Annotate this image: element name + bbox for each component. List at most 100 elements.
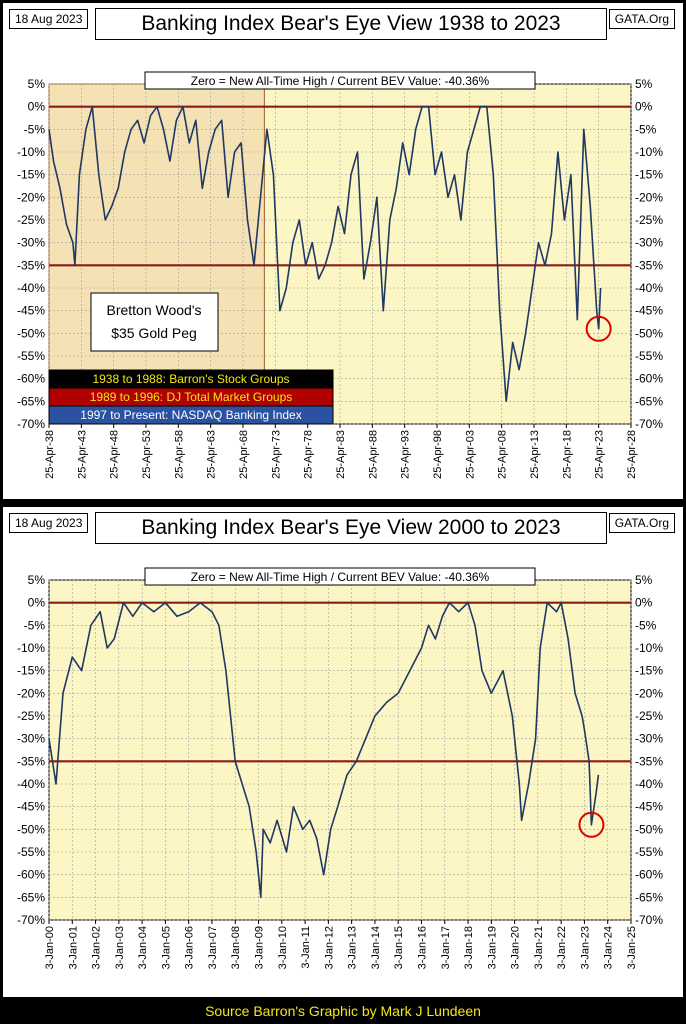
x-tick-label: 3-Jan-14 bbox=[370, 926, 382, 969]
x-tick-label: 25-Apr-38 bbox=[44, 430, 56, 479]
x-tick-label: 25-Apr-63 bbox=[206, 430, 218, 479]
bev-series-line bbox=[48, 105, 602, 403]
x-tick-label: 3-Jan-06 bbox=[184, 926, 196, 969]
y-tick-label-left: -35% bbox=[17, 754, 45, 768]
y-tick-label-right: -15% bbox=[635, 168, 663, 182]
y-tick-label-right: -60% bbox=[635, 372, 663, 386]
x-tick-label: 25-Apr-28 bbox=[626, 430, 638, 479]
y-tick-label-left: -40% bbox=[17, 281, 45, 295]
y-tick-label-right: -55% bbox=[635, 845, 663, 859]
x-tick-label: 3-Jan-07 bbox=[207, 926, 219, 969]
y-tick-label-right: -60% bbox=[635, 868, 663, 882]
y-tick-label-left: -10% bbox=[17, 641, 45, 655]
y-tick-label-left: -30% bbox=[17, 236, 45, 250]
y-tick-label-right: -45% bbox=[635, 304, 663, 318]
x-tick-label: 25-Apr-23 bbox=[594, 430, 606, 479]
y-tick-label-right: -40% bbox=[635, 281, 663, 295]
chart-panel-1938: 18 Aug 2023 Banking Index Bear's Eye Vie… bbox=[3, 3, 683, 499]
x-tick-label: 3-Jan-20 bbox=[510, 926, 522, 969]
chart-panel-2000: 18 Aug 2023 Banking Index Bear's Eye Vie… bbox=[3, 507, 683, 997]
x-tick-label: 3-Jan-11 bbox=[300, 926, 312, 969]
y-tick-label-left: -60% bbox=[17, 868, 45, 882]
x-tick-label: 25-Apr-93 bbox=[400, 430, 412, 479]
y-tick-label-left: -65% bbox=[17, 890, 45, 904]
x-tick-label: 3-Jan-12 bbox=[323, 926, 335, 969]
y-tick-label-left: -45% bbox=[17, 304, 45, 318]
y-tick-label-right: -15% bbox=[635, 664, 663, 678]
y-tick-label-right: -30% bbox=[635, 236, 663, 250]
y-tick-label-left: 0% bbox=[28, 596, 46, 610]
y-tick-label-left: -60% bbox=[17, 372, 45, 386]
y-tick-label-left: -20% bbox=[17, 190, 45, 204]
x-tick-label: 25-Apr-48 bbox=[109, 430, 121, 479]
y-tick-label-right: -65% bbox=[635, 890, 663, 904]
y-tick-label-right: -5% bbox=[635, 618, 657, 632]
y-tick-label-right: -65% bbox=[635, 394, 663, 408]
legend-label: 1938 to 1988: Barron's Stock Groups bbox=[92, 372, 289, 386]
site-label: GATA.Org bbox=[608, 513, 675, 533]
plot-area bbox=[48, 579, 632, 921]
y-tick-label-right: -70% bbox=[635, 417, 663, 431]
legend-label: 1989 to 1996: DJ Total Market Groups bbox=[90, 390, 293, 404]
y-tick-label-right: 5% bbox=[635, 77, 653, 91]
current-value-circle bbox=[585, 315, 612, 342]
y-tick-label-right: -25% bbox=[635, 213, 663, 227]
x-tick-label: 3-Jan-18 bbox=[463, 926, 475, 969]
x-tick-label: 3-Jan-03 bbox=[114, 926, 126, 969]
y-tick-label-left: -35% bbox=[17, 258, 45, 272]
y-tick-label-right: -10% bbox=[635, 145, 663, 159]
y-tick-label-right: -25% bbox=[635, 709, 663, 723]
y-tick-label-right: -35% bbox=[635, 754, 663, 768]
x-tick-label: 3-Jan-05 bbox=[160, 926, 172, 969]
chart-svg-1938: 5% 5% 0% 0% -5% -5% -10% -10% -15% -15% -20% -20% -2… bbox=[17, 71, 663, 479]
x-tick-label: 25-Apr-68 bbox=[238, 430, 250, 479]
chart-svg-2000: 5% 5% 0% 0% -5% -5% -10% -10% -15% -15% -20% -20% -2… bbox=[17, 567, 663, 969]
y-tick-label-left: -30% bbox=[17, 732, 45, 746]
y-tick-label-left: -5% bbox=[24, 122, 46, 136]
y-tick-label-left: -50% bbox=[17, 326, 45, 340]
y-tick-label-left: -10% bbox=[17, 145, 45, 159]
x-tick-label: 3-Jan-02 bbox=[91, 926, 103, 969]
x-tick-label: 25-Apr-83 bbox=[335, 430, 347, 479]
x-tick-label: 3-Jan-25 bbox=[626, 926, 638, 969]
x-tick-label: 3-Jan-17 bbox=[440, 926, 452, 969]
y-tick-label-left: -45% bbox=[17, 800, 45, 814]
y-tick-label-left: -70% bbox=[17, 913, 45, 927]
y-tick-label-right: -50% bbox=[635, 326, 663, 340]
y-tick-label-right: -40% bbox=[635, 777, 663, 791]
y-tick-label-left: -65% bbox=[17, 394, 45, 408]
y-tick-label-right: 0% bbox=[635, 100, 653, 114]
banner-box bbox=[144, 567, 536, 586]
y-tick-label-right: -55% bbox=[635, 349, 663, 363]
y-tick-label-right: -70% bbox=[635, 913, 663, 927]
x-tick-label: 3-Jan-15 bbox=[393, 926, 405, 969]
x-tick-label: 25-Apr-43 bbox=[76, 430, 88, 479]
y-tick-label-left: -15% bbox=[17, 168, 45, 182]
x-tick-label: 25-Apr-58 bbox=[173, 430, 185, 479]
x-tick-label: 3-Jan-01 bbox=[67, 926, 79, 969]
annotation-box bbox=[90, 292, 219, 352]
y-tick-label-left: -70% bbox=[17, 417, 45, 431]
x-tick-label: 3-Jan-21 bbox=[533, 926, 545, 969]
y-tick-label-left: -25% bbox=[17, 213, 45, 227]
y-tick-label-right: 0% bbox=[635, 596, 653, 610]
date-label: 18 Aug 2023 bbox=[9, 9, 89, 29]
footer-credit: Source Barron's Graphic by Mark J Lundee… bbox=[205, 1003, 481, 1019]
y-tick-label-left: -25% bbox=[17, 709, 45, 723]
banner-text: Zero = New All-Time High / Current BEV V… bbox=[191, 570, 490, 584]
x-tick-label: 3-Jan-04 bbox=[137, 926, 149, 969]
y-tick-label-left: 5% bbox=[28, 573, 46, 587]
x-tick-label: 3-Jan-08 bbox=[230, 926, 242, 969]
y-tick-label-right: -10% bbox=[635, 641, 663, 655]
y-tick-label-left: -15% bbox=[17, 664, 45, 678]
x-tick-label: 25-Apr-88 bbox=[367, 430, 379, 479]
x-tick-label: 25-Apr-03 bbox=[464, 430, 476, 479]
y-tick-label-left: 5% bbox=[28, 77, 46, 91]
y-tick-label-left: 0% bbox=[28, 100, 46, 114]
banner-box bbox=[144, 71, 536, 90]
x-tick-label: 25-Apr-53 bbox=[141, 430, 153, 479]
y-tick-label-right: -30% bbox=[635, 732, 663, 746]
x-tick-label: 25-Apr-78 bbox=[303, 430, 315, 479]
chart-title: Banking Index Bear's Eye View 2000 to 20… bbox=[95, 512, 607, 544]
y-tick-label-left: -5% bbox=[24, 618, 46, 632]
